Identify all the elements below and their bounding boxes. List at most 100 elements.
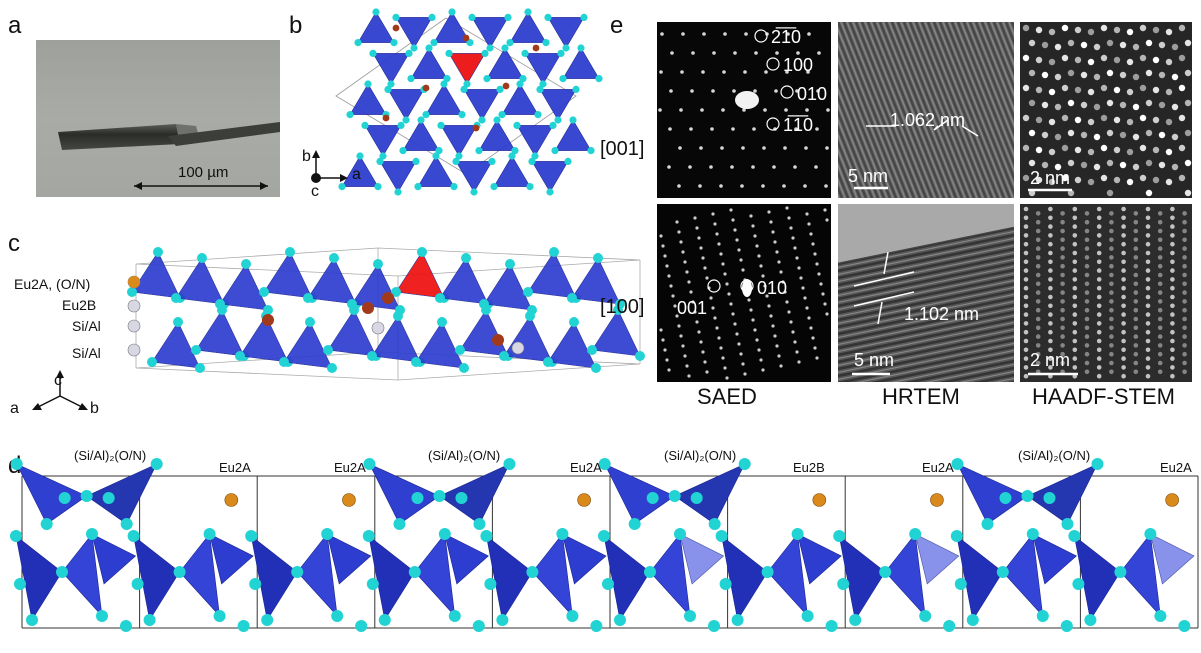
atom-column — [1023, 329, 1029, 335]
diffraction-spot — [813, 252, 817, 256]
d-label-9: (Si/Al)₂(O/N) — [1018, 448, 1091, 463]
tetrahedron — [195, 309, 245, 357]
diffraction-spot — [797, 360, 801, 364]
oxygen-atom — [572, 85, 580, 93]
diffraction-spot — [717, 242, 721, 246]
oxygen-atom — [481, 305, 491, 315]
atom-column — [1145, 250, 1151, 256]
tetrahedron — [410, 47, 448, 79]
eu-atom — [462, 34, 470, 42]
atom-column — [1133, 281, 1139, 287]
lattice-fringe — [978, 22, 1014, 112]
oxygen-atom — [577, 44, 585, 52]
diffraction-spot — [804, 146, 808, 150]
atom-column — [1121, 329, 1126, 335]
atom-column — [1178, 174, 1186, 182]
tetrahedron — [372, 53, 410, 85]
diffraction-spot — [663, 254, 667, 258]
lattice-fringe — [838, 258, 1014, 297]
oxygen-atom — [461, 253, 471, 263]
atom-column — [1096, 338, 1102, 344]
diffraction-spot — [817, 272, 821, 276]
oxygen-atom — [455, 345, 465, 355]
oxygen-atom — [1084, 614, 1097, 626]
lattice-fringe — [866, 22, 940, 198]
atom-column — [1060, 219, 1065, 225]
panel-letter-e: e — [610, 12, 624, 39]
oxygen-atom — [433, 490, 446, 502]
diffraction-spot — [681, 32, 685, 36]
atom-column — [1048, 312, 1053, 317]
atom-column — [1170, 285, 1175, 291]
diffraction-spot — [787, 216, 791, 220]
atom-column — [1048, 321, 1053, 326]
atom-column — [1182, 316, 1187, 322]
saed-spot-label-010b: 010 — [757, 278, 788, 298]
axis-c-label: c — [311, 183, 319, 200]
oxygen-atom — [566, 610, 579, 622]
atom-column — [1096, 365, 1102, 370]
atom-column — [1170, 277, 1175, 282]
atom-column — [1182, 237, 1187, 243]
atom-column — [1048, 329, 1053, 335]
atom-column — [1182, 299, 1187, 304]
atom-column — [1113, 146, 1121, 154]
atom-column — [1023, 303, 1029, 309]
diffraction-spot — [722, 70, 726, 74]
atom-column — [1061, 174, 1069, 182]
d-label-4: (Si/Al)₂(O/N) — [428, 448, 501, 463]
oxygen-atom — [526, 566, 539, 578]
diffraction-spot — [723, 366, 727, 370]
diffraction-spot — [733, 228, 737, 232]
saed-spot-label-001: 001 — [677, 298, 708, 318]
lattice-fringe — [896, 22, 970, 198]
oxygen-atom — [508, 152, 516, 160]
diffraction-spot — [763, 284, 767, 288]
oxygen-atom — [443, 75, 451, 83]
oxygen-atom — [731, 614, 744, 626]
oxygen-atom — [528, 157, 536, 165]
saed-001-image: 2̅1̅0 100 010 1̅1̅0 — [657, 22, 831, 198]
oxygen-atom — [966, 614, 979, 626]
lattice-fringe — [838, 265, 1014, 304]
d-label-5: Eu2A — [570, 460, 602, 475]
tetrahedron — [349, 83, 387, 115]
atom-column — [1109, 343, 1114, 348]
atom-column — [1182, 334, 1187, 339]
oxygen-atom — [329, 253, 339, 263]
atom-column — [1084, 272, 1090, 278]
diffraction-spot — [659, 328, 663, 332]
hrtem-100-image: 1.102 nm 5 nm — [838, 204, 1014, 382]
lattice-fringe — [842, 22, 916, 198]
oxygen-atom — [372, 8, 380, 16]
tetrahedron — [91, 533, 137, 585]
diffraction-spot — [679, 240, 683, 244]
oxygen-atom — [245, 530, 258, 542]
oxygen-atom — [327, 363, 337, 373]
atom-column — [1023, 215, 1029, 221]
diffraction-spot — [699, 246, 703, 250]
atom-column — [1145, 224, 1151, 229]
oxygen-atom — [590, 620, 603, 632]
diffraction-spot — [815, 356, 819, 360]
lattice-fringe — [888, 22, 960, 198]
lattice-fringe — [972, 22, 1014, 127]
oxygen-atom — [369, 49, 377, 58]
oxygen-atom — [480, 530, 493, 542]
atom-column — [1060, 246, 1065, 251]
atom-column — [1072, 268, 1078, 273]
atom-column — [1022, 54, 1030, 62]
atom-column — [1170, 356, 1175, 361]
diffraction-spot — [705, 276, 709, 280]
diffraction-spot — [753, 328, 757, 332]
atom-column — [1096, 294, 1102, 300]
lattice-fringe — [876, 22, 948, 198]
oxygen-atom — [171, 293, 181, 303]
lattice-fringe — [838, 64, 892, 198]
tetrahedron — [516, 125, 554, 157]
diffraction-spot — [777, 260, 781, 264]
atom-column — [1048, 241, 1053, 247]
atom-column — [1023, 338, 1029, 344]
atom-column — [1139, 144, 1147, 152]
top-cropped-text-strip — [0, 0, 1201, 6]
